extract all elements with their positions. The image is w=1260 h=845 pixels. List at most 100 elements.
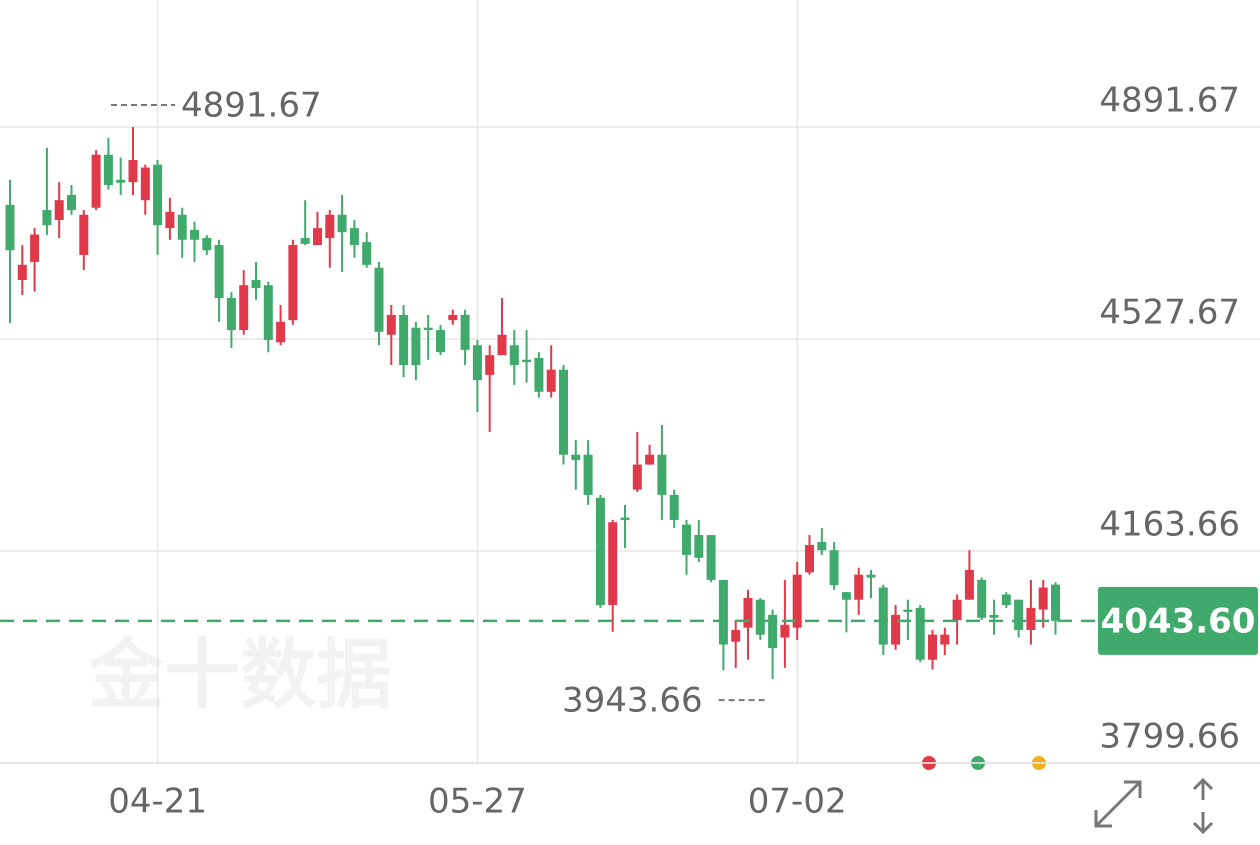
candle-body (1038, 587, 1048, 610)
candle-body (1051, 584, 1060, 621)
last-price-label: 4043.60 (1101, 601, 1256, 641)
x-tick-label: 04-21 (108, 782, 207, 822)
candle-body (755, 599, 765, 635)
candle-body (829, 550, 839, 586)
candle-body (116, 179, 126, 183)
x-tick-label: 07-02 (748, 782, 847, 822)
candle-body (140, 167, 150, 201)
candle-body (202, 238, 212, 251)
candle-body (79, 214, 89, 255)
toolbar (922, 756, 1214, 835)
candle-body (386, 314, 396, 335)
candle-body (1014, 599, 1024, 631)
candle-body (915, 607, 925, 660)
candle-body (632, 464, 642, 490)
candle-body (669, 494, 679, 520)
candle-body (214, 245, 224, 299)
candle-body (854, 574, 864, 600)
x-tick-label: 05-27 (428, 782, 527, 822)
candle-body (841, 592, 851, 600)
candle-body (153, 164, 163, 226)
candle-body (5, 204, 15, 251)
candle-body (460, 314, 470, 350)
candle-body (165, 211, 175, 229)
candle-body (645, 454, 655, 465)
candle-body (1001, 594, 1011, 605)
candle-body (595, 497, 605, 605)
candle-body (411, 327, 421, 366)
candle-body (743, 597, 753, 628)
candle-body (374, 267, 384, 332)
candle-body (546, 369, 556, 392)
candle-body (977, 579, 987, 618)
candle-body (534, 358, 544, 392)
candle-body (30, 234, 40, 262)
candle-body (878, 587, 888, 645)
candle-body (928, 634, 937, 660)
candles (5, 126, 1060, 680)
candle-body (300, 238, 310, 244)
candle-body (251, 279, 261, 289)
candle-body (263, 285, 273, 340)
candle-body (718, 579, 728, 645)
candle-body (731, 630, 741, 642)
candle-body (362, 242, 372, 265)
min-label: 3943.66 (562, 681, 703, 721)
candle-body (866, 574, 876, 578)
candle-body (276, 321, 286, 343)
candle-body (91, 154, 101, 208)
max-label: 4891.67 (181, 85, 322, 125)
candle-body (497, 334, 507, 356)
candle-body (485, 355, 495, 375)
candle-body (571, 454, 581, 460)
candle-body (349, 228, 359, 246)
candle-body (903, 609, 913, 612)
candle-body (17, 264, 27, 280)
candle-body (608, 522, 618, 605)
candle-body (67, 194, 76, 211)
candle-body (694, 535, 704, 558)
candle-body (239, 285, 249, 331)
candle-body (509, 345, 519, 366)
candle-body (620, 517, 630, 520)
candle-body (399, 314, 409, 366)
candle-body (559, 369, 568, 455)
candle-body (103, 154, 113, 186)
candle-body (42, 210, 52, 226)
candle-body (657, 454, 667, 495)
candle-body (313, 228, 322, 246)
y-tick-label: 4163.66 (1099, 504, 1240, 544)
candle-body (177, 214, 187, 240)
candle-body (891, 614, 901, 645)
candle-body (288, 245, 298, 321)
last-price-box (1098, 586, 1258, 655)
candle-body (448, 314, 458, 321)
candle-body (583, 454, 593, 495)
candle-body (226, 298, 236, 331)
candle-body (472, 345, 482, 381)
candle-body (1026, 607, 1036, 631)
y-tick-label: 4891.67 (1099, 80, 1240, 120)
candle-body (805, 544, 814, 573)
expand-icon[interactable] (1094, 780, 1142, 828)
y-tick-label: 4527.67 (1099, 292, 1240, 332)
candle-body (989, 614, 999, 618)
vertical-scale-icon[interactable] (1192, 777, 1214, 835)
candle-body (337, 214, 347, 233)
watermark: 金十数据 (87, 630, 392, 719)
y-tick-label: 3799.66 (1099, 717, 1240, 757)
candle-body (54, 200, 64, 220)
candle-body (706, 535, 716, 580)
candle-body (325, 214, 335, 239)
candle-body (817, 542, 827, 551)
candle-body (190, 229, 199, 240)
candle-body (792, 574, 802, 628)
candle-body (522, 359, 532, 363)
candle-body (780, 624, 790, 638)
candle-body (964, 570, 974, 600)
candle-body (940, 634, 950, 645)
candle-body (952, 599, 962, 621)
candle-body (436, 330, 445, 353)
candle-body (682, 524, 691, 555)
